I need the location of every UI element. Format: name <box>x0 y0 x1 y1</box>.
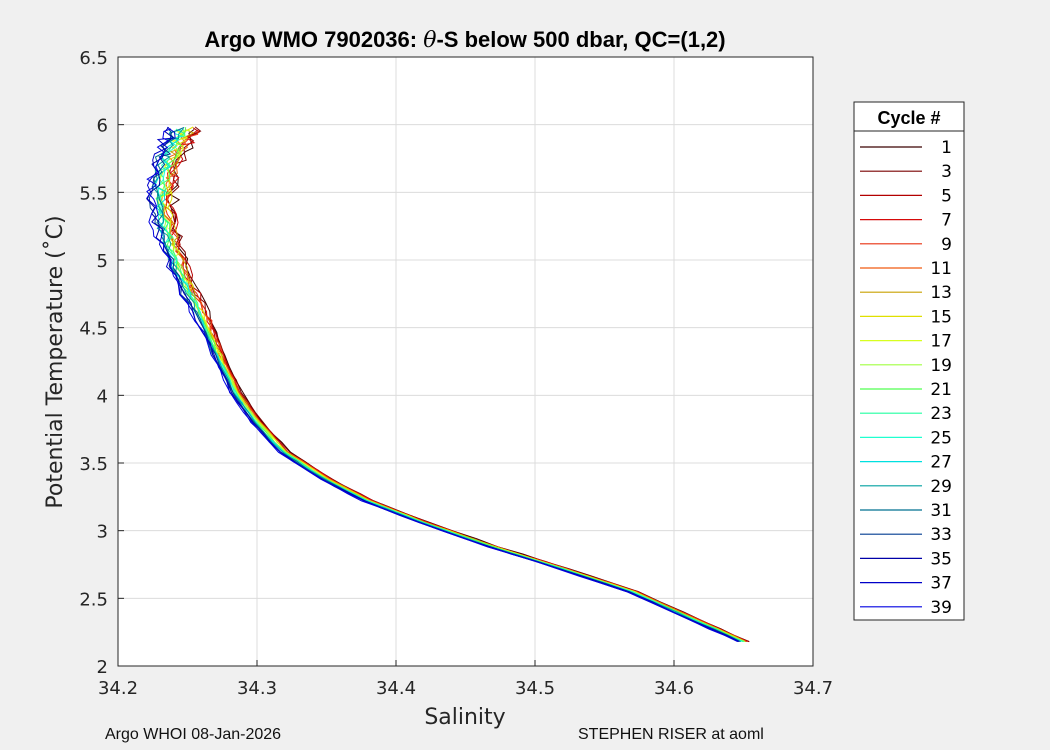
chart-title-suffix: -S below 500 dbar, QC=(1,2) <box>436 27 725 52</box>
x-tick-label: 34.2 <box>98 678 138 699</box>
y-axis-label: Potential Temperature (˚C) <box>43 215 68 508</box>
y-tick-label: 5 <box>97 251 108 272</box>
y-tick-label: 2 <box>97 657 108 678</box>
y-tick-label: 6.5 <box>79 48 108 69</box>
x-tick-label: 34.4 <box>376 678 416 699</box>
footer-left-text: Argo WHOI 08-Jan-2026 <box>105 726 282 743</box>
legend-label: 3 <box>941 162 952 182</box>
legend: Cycle # 13579111315171921232527293133353… <box>853 101 965 621</box>
legend-label: 25 <box>930 428 952 448</box>
x-tick-label: 34.7 <box>793 678 833 699</box>
y-tick-label: 2.5 <box>79 589 108 610</box>
legend-label: 9 <box>941 235 952 255</box>
profile-lines <box>146 126 750 643</box>
y-tick-label: 4.5 <box>79 319 108 340</box>
plot-frame <box>117 56 814 667</box>
profile-line-cycle-5 <box>165 127 749 643</box>
x-axis-label: Salinity <box>424 705 505 730</box>
legend-label: 7 <box>941 211 952 231</box>
legend-label: 27 <box>930 453 952 473</box>
chart-title: Argo WMO 7902036: θ-S below 500 dbar, QC… <box>204 27 725 53</box>
y-tick-label: 5.5 <box>79 183 108 204</box>
y-tick-label: 4 <box>97 386 108 407</box>
grid <box>117 56 814 667</box>
y-tick-label: 3.5 <box>79 454 108 475</box>
legend-label: 23 <box>930 404 952 424</box>
y-tick-label: 6 <box>97 116 108 137</box>
legend-label: 17 <box>930 332 952 352</box>
legend-title: Cycle # <box>877 108 940 128</box>
legend-label: 35 <box>930 549 952 569</box>
legend-label: 5 <box>941 186 952 206</box>
chart-title-prefix: Argo WMO 7902036: <box>204 27 423 52</box>
profile-line-cycle-39 <box>146 128 739 643</box>
y-tick-label: 3 <box>97 522 108 543</box>
legend-label: 37 <box>930 574 952 594</box>
legend-label: 1 <box>941 138 952 158</box>
y-axis-ticks: 2 2.5 3 3.5 4 4.5 5 5.5 6 6.5 <box>79 48 124 678</box>
plot-area <box>118 57 813 666</box>
legend-label: 39 <box>930 598 952 618</box>
x-axis-ticks: 34.2 34.3 34.4 34.5 34.6 34.7 <box>98 660 833 699</box>
legend-label: 31 <box>930 501 952 521</box>
legend-label: 15 <box>930 307 952 327</box>
legend-label: 11 <box>930 259 952 279</box>
footer-right-text: STEPHEN RISER at aoml <box>578 726 764 743</box>
legend-label: 13 <box>930 283 952 303</box>
legend-label: 21 <box>930 380 952 400</box>
legend-label: 33 <box>930 525 952 545</box>
x-tick-label: 34.5 <box>515 678 555 699</box>
legend-label: 29 <box>930 477 952 497</box>
chart-title-theta: θ <box>423 28 436 53</box>
legend-label: 19 <box>930 356 952 376</box>
x-tick-label: 34.6 <box>654 678 694 699</box>
x-tick-label: 34.3 <box>237 678 277 699</box>
